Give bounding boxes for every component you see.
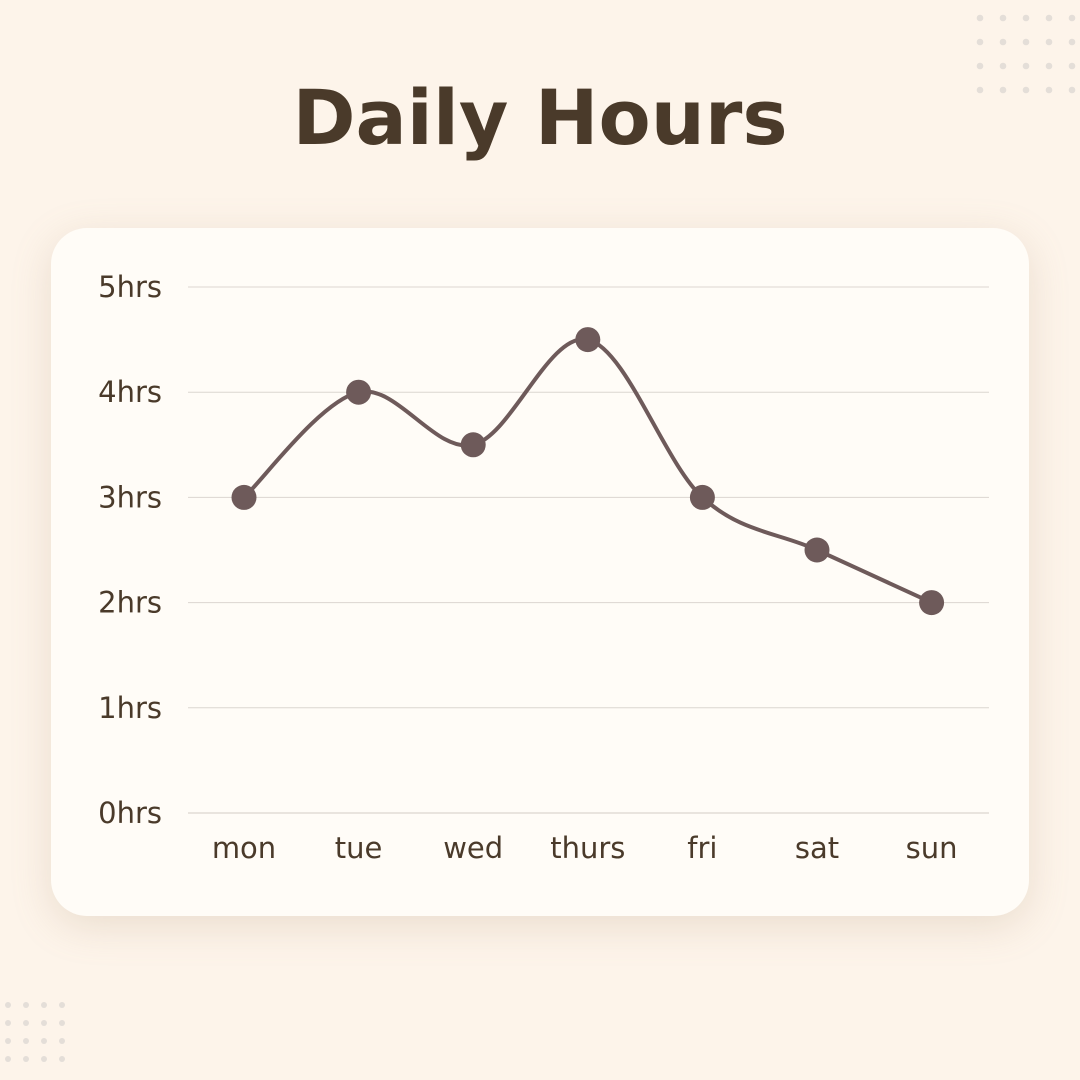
decorative-dot-grid-top [972, 8, 1076, 112]
decorative-dot [23, 1002, 29, 1008]
decorative-dot [41, 1020, 47, 1026]
decorative-dot [59, 1038, 65, 1044]
data-point-fri [689, 484, 715, 510]
decorative-dot [23, 1056, 29, 1062]
decorative-dot [23, 1038, 29, 1044]
y-axis-ticks: 0hrs 1hrs 2hrs 3hrs 4hrs 5hrs [98, 270, 162, 830]
decorative-dot [1045, 86, 1053, 94]
decorative-dot [59, 1020, 65, 1026]
decorative-dot [999, 14, 1007, 22]
x-tick-label: wed [443, 831, 503, 865]
decorative-dot [999, 62, 1007, 70]
x-tick-label: fri [687, 831, 717, 865]
y-tick-label: 5hrs [98, 270, 162, 304]
y-tick-label: 1hrs [98, 691, 162, 725]
decorative-dot [5, 1020, 11, 1026]
y-tick-label: 0hrs [98, 796, 162, 830]
decorative-dot [1022, 62, 1030, 70]
data-point-tue [346, 379, 372, 405]
series-line [242, 337, 934, 605]
decorative-dot [976, 62, 984, 70]
x-tick-label: sun [906, 831, 958, 865]
decorative-dot [1045, 62, 1053, 70]
decorative-dot [23, 1020, 29, 1026]
chart-title: Daily Hours [292, 73, 788, 162]
data-point-mon [231, 484, 257, 510]
decorative-dot [59, 1056, 65, 1062]
decorative-dot [1022, 38, 1030, 46]
x-axis-ticks: mon tue wed thurs fri sat sun [212, 831, 958, 865]
decorative-dot [976, 86, 984, 94]
decorative-dot [1022, 14, 1030, 22]
data-point-wed [460, 432, 486, 458]
data-point-thurs [575, 327, 601, 353]
data-points [231, 327, 945, 616]
x-tick-label: mon [212, 831, 276, 865]
decorative-dot [976, 14, 984, 22]
decorative-dot [5, 1056, 11, 1062]
data-point-sat [804, 537, 830, 563]
x-tick-label: thurs [550, 831, 625, 865]
decorative-dot [41, 1002, 47, 1008]
decorative-dot [999, 38, 1007, 46]
y-tick-label: 2hrs [98, 586, 162, 620]
decorative-dot [5, 1038, 11, 1044]
y-tick-label: 3hrs [98, 480, 162, 514]
decorative-dot [1068, 86, 1076, 94]
decorative-dot [41, 1038, 47, 1044]
decorative-dot [1068, 14, 1076, 22]
decorative-dot [1045, 38, 1053, 46]
y-tick-label: 4hrs [98, 375, 162, 409]
decorative-dot [1068, 38, 1076, 46]
x-tick-label: sat [795, 831, 839, 865]
data-point-sun [919, 590, 945, 616]
series-path [242, 337, 934, 605]
decorative-dot [1022, 86, 1030, 94]
decorative-dot [59, 1002, 65, 1008]
decorative-dot [1045, 14, 1053, 22]
decorative-dot [1068, 62, 1076, 70]
decorative-dot-grid-bottom [0, 995, 90, 1067]
decorative-dot [976, 38, 984, 46]
decorative-dot [41, 1056, 47, 1062]
decorative-dot [5, 1002, 11, 1008]
grid-lines [188, 286, 989, 814]
x-tick-label: tue [335, 831, 383, 865]
decorative-dot [999, 86, 1007, 94]
